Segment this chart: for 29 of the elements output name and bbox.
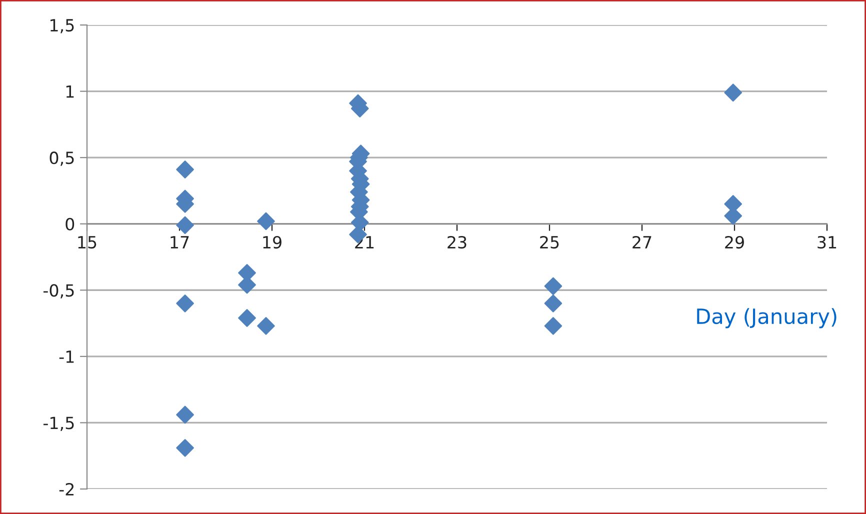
point	[544, 277, 562, 296]
y-tick-label: 0,5	[50, 152, 74, 166]
point	[176, 294, 194, 312]
y-tick-label: -1	[59, 350, 74, 363]
point	[176, 406, 194, 424]
point	[257, 317, 275, 335]
point	[544, 317, 562, 335]
point	[176, 160, 194, 178]
point	[176, 438, 194, 457]
point	[257, 212, 275, 230]
x-tick-label: 25	[540, 236, 559, 249]
x-tick-label: 15	[78, 236, 96, 249]
point	[176, 216, 194, 234]
x-tick-label: 31	[818, 236, 836, 249]
y-tick-label: 1,5	[50, 19, 74, 34]
point	[724, 84, 742, 102]
x-tick-label: 29	[725, 236, 744, 249]
x-tick-label: 17	[170, 236, 189, 248]
point	[544, 294, 562, 312]
x-tick-label: 23	[448, 236, 466, 249]
x-tick-label: 27	[632, 236, 652, 248]
x-tick-label: 19	[263, 236, 282, 249]
y-tick-label: 0	[66, 218, 74, 230]
y-tick-label: 1	[66, 85, 74, 98]
y-tick-label: -2	[59, 482, 74, 496]
y-tick-label: -1,5	[43, 416, 74, 431]
x-axis-title: Day (January)	[697, 308, 836, 328]
point	[238, 309, 256, 327]
y-tick-label: -0,5	[43, 284, 74, 298]
